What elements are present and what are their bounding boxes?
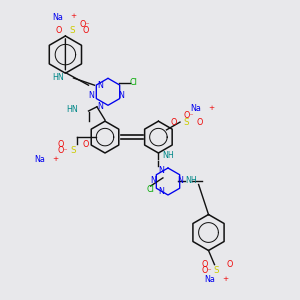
Text: NH: NH	[185, 176, 197, 185]
Text: Na: Na	[52, 13, 63, 22]
Text: HN: HN	[66, 105, 78, 114]
Text: N: N	[158, 166, 164, 175]
Text: +: +	[222, 276, 228, 282]
Text: Na: Na	[190, 104, 201, 113]
Text: S: S	[184, 118, 189, 127]
Text: O: O	[82, 26, 89, 35]
Text: O: O	[196, 118, 203, 127]
Text: NH: NH	[163, 151, 174, 160]
Text: +: +	[52, 156, 59, 162]
Text: O: O	[202, 260, 208, 269]
Text: N: N	[118, 92, 124, 100]
Text: N: N	[97, 102, 103, 111]
Text: O: O	[82, 140, 89, 149]
Text: N: N	[158, 187, 164, 196]
Text: Cl: Cl	[146, 185, 154, 194]
Text: Na: Na	[204, 275, 215, 284]
Text: O: O	[56, 26, 62, 35]
Text: N: N	[88, 92, 94, 100]
Text: O: O	[171, 118, 177, 127]
Text: O: O	[58, 140, 64, 149]
Text: S: S	[70, 146, 76, 155]
Text: O⁻: O⁻	[58, 146, 68, 155]
Text: HN: HN	[52, 73, 64, 82]
Text: Cl: Cl	[130, 78, 137, 87]
Text: O⁻: O⁻	[184, 111, 194, 120]
Text: N: N	[178, 176, 184, 185]
Text: N: N	[97, 81, 103, 90]
Text: +: +	[208, 105, 214, 111]
Text: O: O	[226, 260, 232, 269]
Text: S: S	[214, 266, 219, 275]
Text: O⁻: O⁻	[80, 20, 90, 29]
Text: O⁻: O⁻	[202, 266, 212, 275]
Text: +: +	[70, 14, 76, 20]
Text: N: N	[151, 176, 157, 185]
Text: S: S	[69, 26, 75, 35]
Text: Na: Na	[34, 155, 45, 164]
